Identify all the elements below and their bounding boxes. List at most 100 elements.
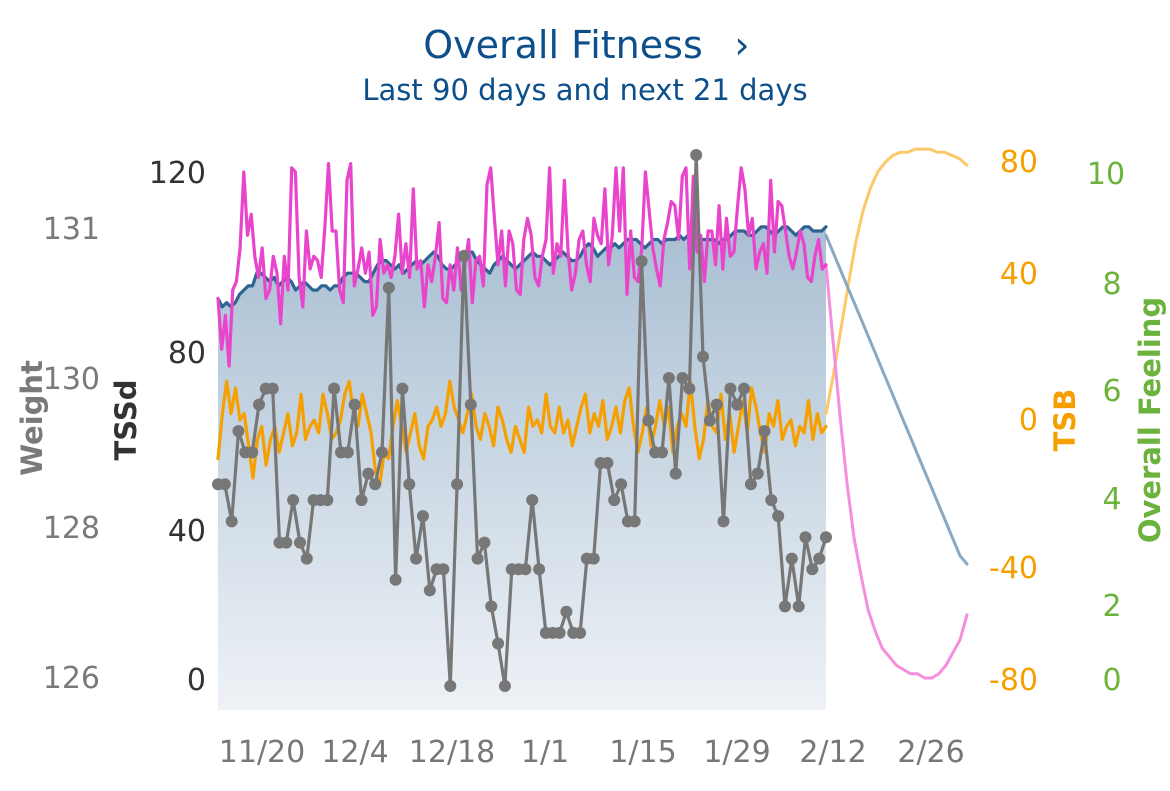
feeling-tick-4: 4 (1102, 482, 1121, 517)
overall-feeling-point (758, 425, 771, 438)
feeling-axis: 10 8 6 4 2 0 Overall Feeling (1087, 157, 1167, 698)
overall-feeling-point (676, 372, 689, 384)
overall-feeling-point (635, 255, 648, 268)
overall-feeling-point (362, 467, 375, 480)
chart-header[interactable]: Overall Fitness › Last 90 days and next … (362, 23, 807, 107)
fatigue-atl-line (216, 162, 828, 368)
series-layer (212, 147, 969, 711)
overall-feeling-point (820, 531, 832, 544)
tssd-tick-40: 40 (168, 514, 206, 549)
fitness-ctl-area (218, 226, 826, 711)
x-tick-1-15: 1/15 (609, 735, 676, 770)
weight-axis-title: Weight (15, 360, 49, 476)
fatigue-projection-line (824, 263, 969, 680)
chart-title[interactable]: Overall Fitness (423, 23, 703, 67)
feeling-tick-10: 10 (1087, 157, 1125, 192)
weight-tick-128: 128 (43, 511, 100, 546)
fitness-projection-line (824, 233, 969, 566)
tsb-tick-minus-80: -80 (989, 663, 1038, 698)
overall-feeling-point (396, 382, 409, 395)
x-tick-11-20: 11/20 (219, 735, 305, 770)
feeling-tick-8: 8 (1102, 267, 1121, 302)
overall-feeling-point (703, 414, 716, 427)
overall-feeling-point (444, 680, 457, 692)
overall-feeling-point (403, 478, 416, 491)
overall-feeling-point (300, 552, 313, 565)
overall-feeling-point (608, 494, 621, 507)
weight-tick-131: 131 (43, 212, 100, 247)
tssd-tick-120: 120 (149, 156, 206, 191)
overall-feeling-point (416, 510, 429, 523)
overall-feeling-point (410, 552, 423, 565)
overall-feeling-point (478, 536, 491, 549)
overall-feeling-point (492, 637, 505, 650)
overall-feeling-point (253, 398, 265, 411)
overall-feeling-point (451, 478, 464, 491)
overall-feeling-point (533, 563, 546, 576)
x-tick-2-26: 2/26 (897, 735, 964, 770)
overall-feeling-point (799, 531, 812, 544)
overall-feeling-point (321, 494, 334, 507)
tssd-tick-0: 0 (187, 663, 206, 698)
overall-feeling-point (464, 398, 477, 411)
overall-feeling-point (389, 573, 402, 586)
overall-feeling-point (772, 510, 785, 523)
overall-feeling-point (218, 478, 231, 491)
weight-axis: Weight 131 130 128 126 (15, 212, 100, 696)
overall-feeling-point (662, 372, 675, 384)
overall-feeling-point (341, 446, 354, 459)
overall-feeling-point (437, 563, 450, 576)
overall-feeling-point (560, 605, 573, 618)
overall-feeling-point (785, 552, 798, 565)
overall-feeling-point (744, 478, 757, 491)
overall-feeling-point (287, 494, 300, 507)
overall-feeling-point (601, 457, 614, 469)
form-tsb-line (216, 379, 828, 487)
overall-feeling-point (519, 563, 532, 576)
overall-feeling-point (498, 680, 511, 692)
feeling-tick-0: 0 (1102, 663, 1121, 698)
overall-feeling-point (731, 398, 744, 411)
x-tick-12-4: 12/4 (321, 735, 388, 770)
x-tick-1-29: 1/29 (703, 735, 770, 770)
overall-feeling-point (615, 478, 628, 491)
chart-subtitle: Last 90 days and next 21 days (362, 73, 807, 107)
overall-feeling-point (806, 563, 819, 576)
overall-feeling-point (225, 515, 238, 528)
overall-feeling-point (382, 281, 395, 294)
overall-feeling-point (656, 446, 668, 459)
chevron-right-icon[interactable]: › (734, 23, 749, 67)
overall-feeling-point (779, 600, 791, 613)
weight-tick-126: 126 (43, 661, 100, 696)
overall-feeling-point (471, 552, 484, 565)
overall-feeling-point (348, 398, 361, 411)
overall-feeling-point (246, 446, 259, 459)
overall-feeling-point (710, 398, 723, 411)
tssd-tick-80: 80 (168, 336, 206, 371)
overall-feeling-point (690, 149, 703, 161)
overall-feeling-point (266, 382, 279, 395)
overall-feeling-point (669, 467, 682, 480)
feeling-axis-title: Overall Feeling (1133, 297, 1167, 543)
overall-feeling-point (423, 584, 436, 597)
tsb-tick-0: 0 (1019, 403, 1038, 438)
overall-feeling-point (376, 446, 388, 459)
x-axis-ticks: 11/20 12/4 12/18 1/1 1/15 1/29 2/12 2/26 (219, 735, 965, 770)
overall-feeling-point (697, 350, 709, 363)
tsb-axis: 80 40 0 -40 -80 TSB (989, 145, 1082, 698)
overall-feeling-point (738, 382, 750, 395)
overall-feeling-point (813, 552, 826, 565)
overall-feeling-point (683, 382, 696, 395)
overall-feeling-point (642, 414, 655, 427)
tsb-axis-title: TSB (1048, 389, 1082, 452)
overall-feeling-point (553, 626, 566, 639)
overall-feeling-point (485, 600, 498, 613)
overall-feeling-point (232, 425, 245, 438)
overall-feeling-point (765, 494, 778, 507)
x-tick-12-18: 12/18 (409, 735, 495, 770)
tssd-axis-title: TSSd (109, 379, 143, 460)
weight-tick-130: 130 (43, 362, 100, 397)
overall-feeling-point (792, 600, 805, 613)
tsb-tick-40: 40 (1000, 257, 1038, 292)
